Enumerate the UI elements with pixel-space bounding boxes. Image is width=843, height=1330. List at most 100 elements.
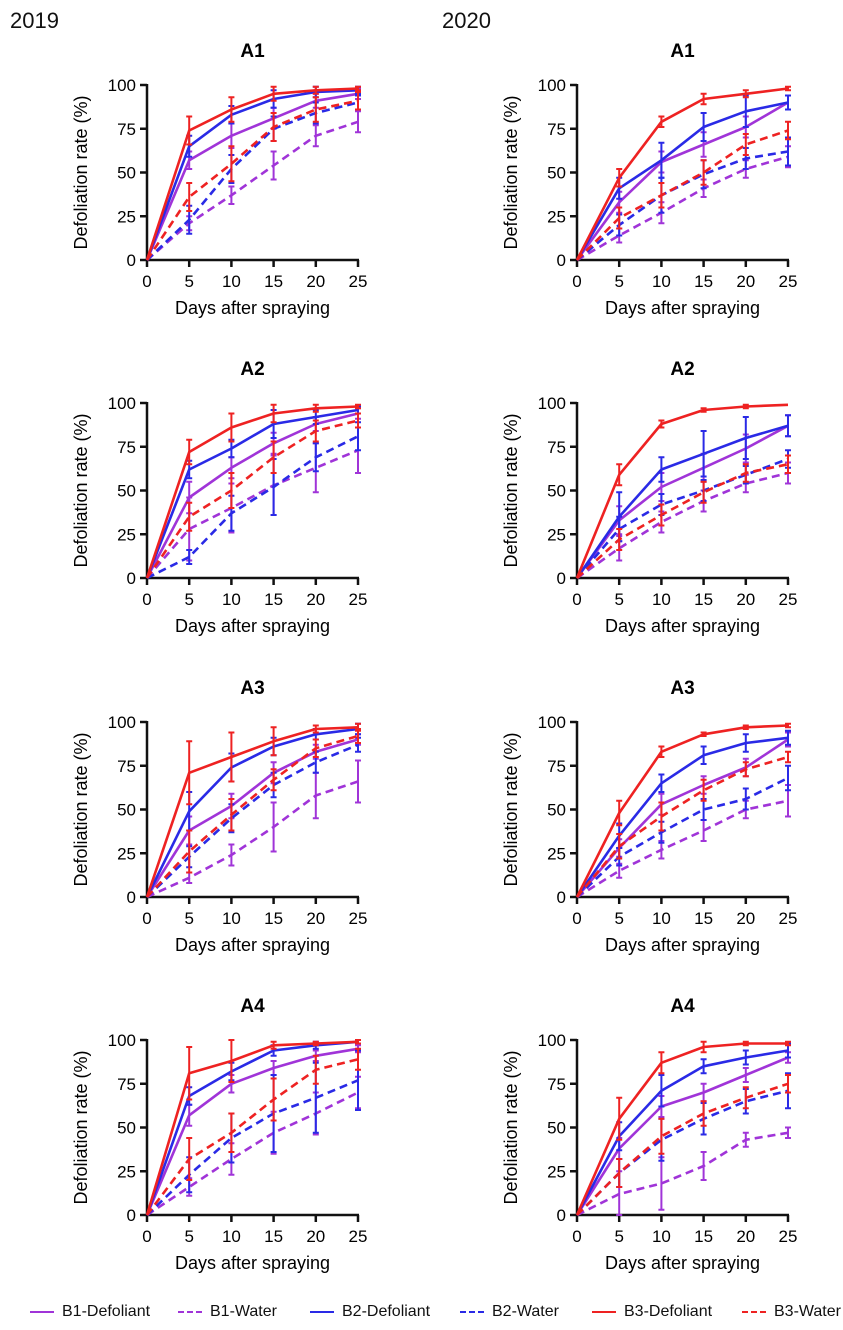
panel-2020-a1-series-b3-defoliant-line bbox=[575, 87, 789, 261]
panel-2020-a1-xtick-label-5: 5 bbox=[614, 272, 623, 291]
panel-2020-a2-series-b3-defoliant bbox=[575, 403, 789, 579]
year-label-2020: 2020 bbox=[442, 8, 491, 33]
panel-2020-a1-ylabel: Defoliation rate (%) bbox=[501, 95, 521, 249]
panel-2019-a4-series-b3-water-line bbox=[145, 1058, 359, 1216]
panel-2019-a2-series-b3-water-errorbar-15 bbox=[270, 440, 277, 474]
panel-2020-a2-series-b3-water-errorbar-25 bbox=[785, 454, 791, 474]
panel-2020-a1-series-b3-defoliant bbox=[575, 85, 791, 261]
panel-2019-a1-title: A1 bbox=[240, 41, 265, 62]
panel-2019-a3-xtick-label-15: 15 bbox=[264, 909, 283, 928]
panel-2019-a1-series-b2-water-line bbox=[146, 101, 359, 261]
legend-item-b1-water: B1-Water bbox=[178, 1300, 277, 1324]
panel-2020-a4-xtick-label-20: 20 bbox=[736, 1227, 755, 1246]
panel-2019-a4: A4 0 25 50 75 100 0 5 10 15 20 25 Days after sprayin… bbox=[71, 996, 367, 1273]
panel-2019-a3-series-b1-defoliant-line bbox=[145, 738, 359, 898]
panel-2019-a2-xlabel: Days after spraying bbox=[175, 616, 330, 636]
panel-2020-a3-series-b3-water-errorbar-25 bbox=[785, 750, 791, 764]
legend-label-b3-defoliant: B3-Defoliant bbox=[624, 1303, 713, 1320]
panel-2019-a1: A1 0 25 50 75 100 0 5 10 15 20 25 Days after sprayin… bbox=[71, 41, 367, 318]
legend-label-b2-defoliant: B2-Defoliant bbox=[342, 1303, 431, 1320]
panel-2019-a2-series-b2-water-errorbar-5 bbox=[186, 549, 193, 565]
panel-2019-a3-series-b2-water bbox=[146, 736, 361, 898]
panel-2019-a3-xtick-label-20: 20 bbox=[306, 909, 325, 928]
panel-2019-a3-title: A3 bbox=[240, 678, 264, 699]
panel-2019-a2-ytick-label-25: 25 bbox=[117, 525, 136, 544]
panel-2019-a1-ytick-label-0: 0 bbox=[127, 251, 136, 270]
panel-2020-a4-xtick-label-15: 15 bbox=[694, 1227, 713, 1246]
panel-2019-a3-series-b1-water-errorbar-25 bbox=[355, 759, 361, 804]
panel-2019-a1-xtick-label-10: 10 bbox=[222, 272, 241, 291]
legend-item-b1-defoliant: B1-Defoliant bbox=[30, 1300, 150, 1324]
panel-2019-a2-ytick-label-100: 100 bbox=[108, 394, 136, 413]
panel-2019-a3-xtick-label-0: 0 bbox=[142, 909, 151, 928]
panel-2020-a1-series-b2-defoliant-line bbox=[575, 101, 789, 261]
panel-2019-a3-ylabel: Defoliation rate (%) bbox=[71, 732, 91, 886]
panel-2019-a2-series-b2-defoliant bbox=[145, 405, 361, 579]
panel-2019-a4-xtick-label-25: 25 bbox=[349, 1227, 368, 1246]
panel-2020-a2-series-b3-defoliant-line bbox=[575, 403, 789, 579]
panel-2019-a3-ytick-label-100: 100 bbox=[108, 713, 136, 732]
panel-2019-a1-series-b1-water bbox=[146, 110, 361, 261]
panel-2019-a1-series-b3-water-line bbox=[145, 99, 359, 261]
panel-2019-a3-series-b3-water-errorbar-5 bbox=[186, 829, 193, 874]
panel-2020-a2-series-b1-defoliant-line bbox=[575, 424, 789, 579]
panel-2020-a4-series-b3-water-line bbox=[576, 1082, 789, 1216]
legend-swatch-b3-water bbox=[742, 1311, 766, 1313]
panel-2020-a2-xtick-label-25: 25 bbox=[779, 590, 798, 609]
panel-2019-a3-xtick-label-10: 10 bbox=[222, 909, 241, 928]
panel-2020-a4-ytick-label-75: 75 bbox=[547, 1075, 566, 1094]
panel-2020-a3-ytick-label-0: 0 bbox=[557, 888, 566, 907]
legend-item-b3-water: B3-Water bbox=[742, 1300, 841, 1324]
panel-2020-a2-xtick-label-20: 20 bbox=[736, 590, 755, 609]
panel-2020-a3-xtick-label-20: 20 bbox=[736, 909, 755, 928]
panel-2020-a3-xtick-label-0: 0 bbox=[572, 909, 581, 928]
panel-2020-a1-ytick-label-75: 75 bbox=[547, 120, 566, 139]
panel-2019-a3-ytick-label-75: 75 bbox=[117, 757, 136, 776]
panel-2019-a2-series-b1-water-line bbox=[146, 449, 359, 579]
panel-2020-a3-series-b3-water-line bbox=[576, 755, 789, 898]
panel-2020-a4-series-b1-water bbox=[576, 1126, 791, 1217]
panel-2020-a2-ytick-label-50: 50 bbox=[547, 482, 566, 501]
panel-2020-a4-series-b3-water-errorbar-10 bbox=[658, 1117, 665, 1155]
panel-2020-a1-ytick-label-0: 0 bbox=[557, 251, 566, 270]
panel-2019-a2-series-b2-defoliant-line bbox=[145, 408, 359, 579]
panel-2019-a1-xtick-label-20: 20 bbox=[306, 272, 325, 291]
panel-2020-a4-xtick-label-10: 10 bbox=[652, 1227, 671, 1246]
panel-2020-a4-series-b1-water-line bbox=[576, 1131, 789, 1217]
panel-2020-a1-series-b3-water-line bbox=[576, 129, 789, 261]
panel-2019-a4-ytick-label-25: 25 bbox=[117, 1162, 136, 1181]
panel-2020-a3-series-b3-water-errorbar-15 bbox=[700, 778, 707, 802]
panel-2019-a2-series-b3-defoliant bbox=[145, 403, 361, 579]
panel-2019-a2-series-b2-water bbox=[146, 421, 361, 580]
panel-2019-a2-ytick-label-0: 0 bbox=[127, 569, 136, 588]
panel-2019-a4-ytick-label-0: 0 bbox=[127, 1206, 136, 1225]
panel-2020-a3-title: A3 bbox=[670, 678, 694, 699]
panel-2020-a2-series-b3-water bbox=[576, 454, 791, 579]
panel-2019-a3-series-b2-water-line bbox=[146, 743, 359, 898]
panel-2020-a4-series-b3-defoliant bbox=[575, 1040, 791, 1216]
panel-2019-a3: A3 0 25 50 75 100 0 5 10 15 20 25 Days after sprayin… bbox=[71, 678, 367, 955]
panel-2019-a1-xtick-label-5: 5 bbox=[184, 272, 193, 291]
panel-2019-a2-xtick-label-25: 25 bbox=[349, 590, 368, 609]
panel-2020-a4-xtick-label-0: 0 bbox=[572, 1227, 581, 1246]
panel-2020-a4-xtick-label-25: 25 bbox=[779, 1227, 798, 1246]
panel-2020-a1-series-b2-water-line bbox=[576, 150, 789, 262]
panel-2020-a2-series-b1-water-line bbox=[576, 471, 789, 580]
panel-2020-a3-series-b2-defoliant-errorbar-25 bbox=[785, 729, 791, 746]
panel-2020-a1-series-b2-water bbox=[576, 136, 791, 262]
panel-2019-a3-ytick-label-25: 25 bbox=[117, 844, 136, 863]
panel-2019-a2-ylabel: Defoliation rate (%) bbox=[71, 413, 91, 567]
legend-swatch-b3-defoliant bbox=[592, 1311, 616, 1313]
panel-2020-a2-xtick-label-5: 5 bbox=[614, 590, 623, 609]
panel-2019-a4-series-b3-defoliant bbox=[145, 1039, 361, 1216]
panel-2020-a3-ylabel: Defoliation rate (%) bbox=[501, 732, 521, 886]
panel-2019-a3-series-b1-water bbox=[146, 759, 361, 899]
panel-2020-a1-ytick-label-50: 50 bbox=[547, 164, 566, 183]
panel-2020-a4-xlabel: Days after spraying bbox=[605, 1253, 760, 1273]
panel-2020-a1-series-b1-defoliant bbox=[575, 94, 791, 261]
panel-2019-a4-title: A4 bbox=[240, 996, 265, 1017]
panel-2020-a3-ytick-label-75: 75 bbox=[547, 757, 566, 776]
panel-2019-a2-series-b2-water-line bbox=[146, 435, 359, 580]
legend-label-b1-defoliant: B1-Defoliant bbox=[62, 1303, 151, 1320]
legend: B1-Defoliant B1-Water B2-Defoliant B2-Wa… bbox=[0, 1300, 843, 1324]
